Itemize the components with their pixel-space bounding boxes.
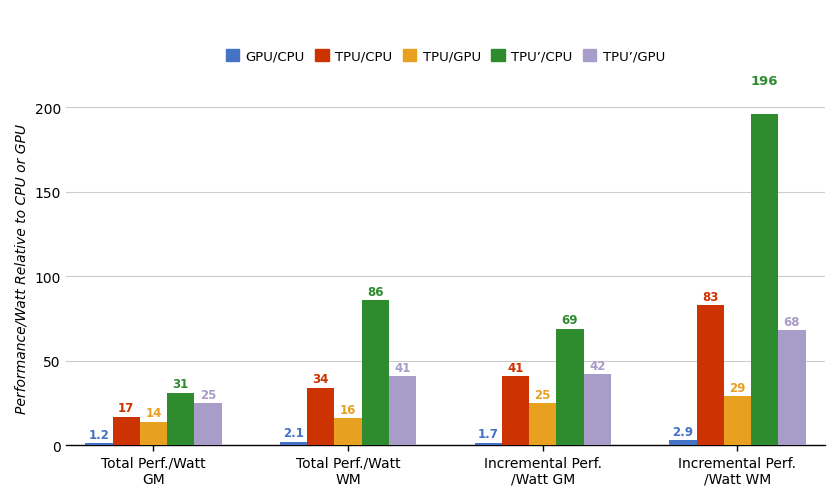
Text: 42: 42 (589, 359, 606, 372)
Bar (362, 301, 389, 445)
Text: 17: 17 (118, 401, 134, 414)
Bar (334, 418, 362, 445)
Bar (85, 443, 113, 445)
Text: 196: 196 (751, 75, 779, 88)
Text: 69: 69 (562, 314, 578, 327)
Text: 16: 16 (340, 403, 356, 416)
Text: 41: 41 (507, 361, 523, 374)
Bar (751, 115, 779, 445)
Bar (529, 403, 556, 445)
Bar (389, 376, 416, 445)
Bar (696, 306, 724, 445)
Bar (669, 440, 696, 445)
Bar (280, 442, 307, 445)
Text: 31: 31 (172, 378, 189, 391)
Bar (724, 397, 751, 445)
Bar (194, 403, 222, 445)
Bar (167, 393, 194, 445)
Text: 68: 68 (784, 315, 801, 328)
Bar (501, 376, 529, 445)
Y-axis label: Performance/Watt Relative to CPU or GPU: Performance/Watt Relative to CPU or GPU (15, 124, 29, 413)
Bar (475, 442, 501, 445)
Text: 2.1: 2.1 (283, 426, 304, 439)
Text: 34: 34 (312, 373, 329, 386)
Bar (584, 375, 611, 445)
Bar (307, 388, 334, 445)
Text: 25: 25 (534, 388, 551, 401)
Text: 41: 41 (395, 361, 411, 374)
Bar (556, 329, 584, 445)
Bar (139, 422, 167, 445)
Text: 86: 86 (367, 285, 384, 298)
Text: 1.7: 1.7 (478, 427, 499, 440)
Text: 1.2: 1.2 (88, 428, 109, 441)
Bar (779, 331, 806, 445)
Text: 25: 25 (200, 388, 216, 401)
Text: 2.9: 2.9 (672, 425, 693, 438)
Legend: GPU/CPU, TPU/CPU, TPU/GPU, TPU’/CPU, TPU’/GPU: GPU/CPU, TPU/CPU, TPU/GPU, TPU’/CPU, TPU… (221, 45, 670, 69)
Text: 83: 83 (702, 290, 718, 303)
Text: 14: 14 (145, 406, 161, 419)
Bar (113, 417, 139, 445)
Text: 29: 29 (729, 381, 746, 394)
